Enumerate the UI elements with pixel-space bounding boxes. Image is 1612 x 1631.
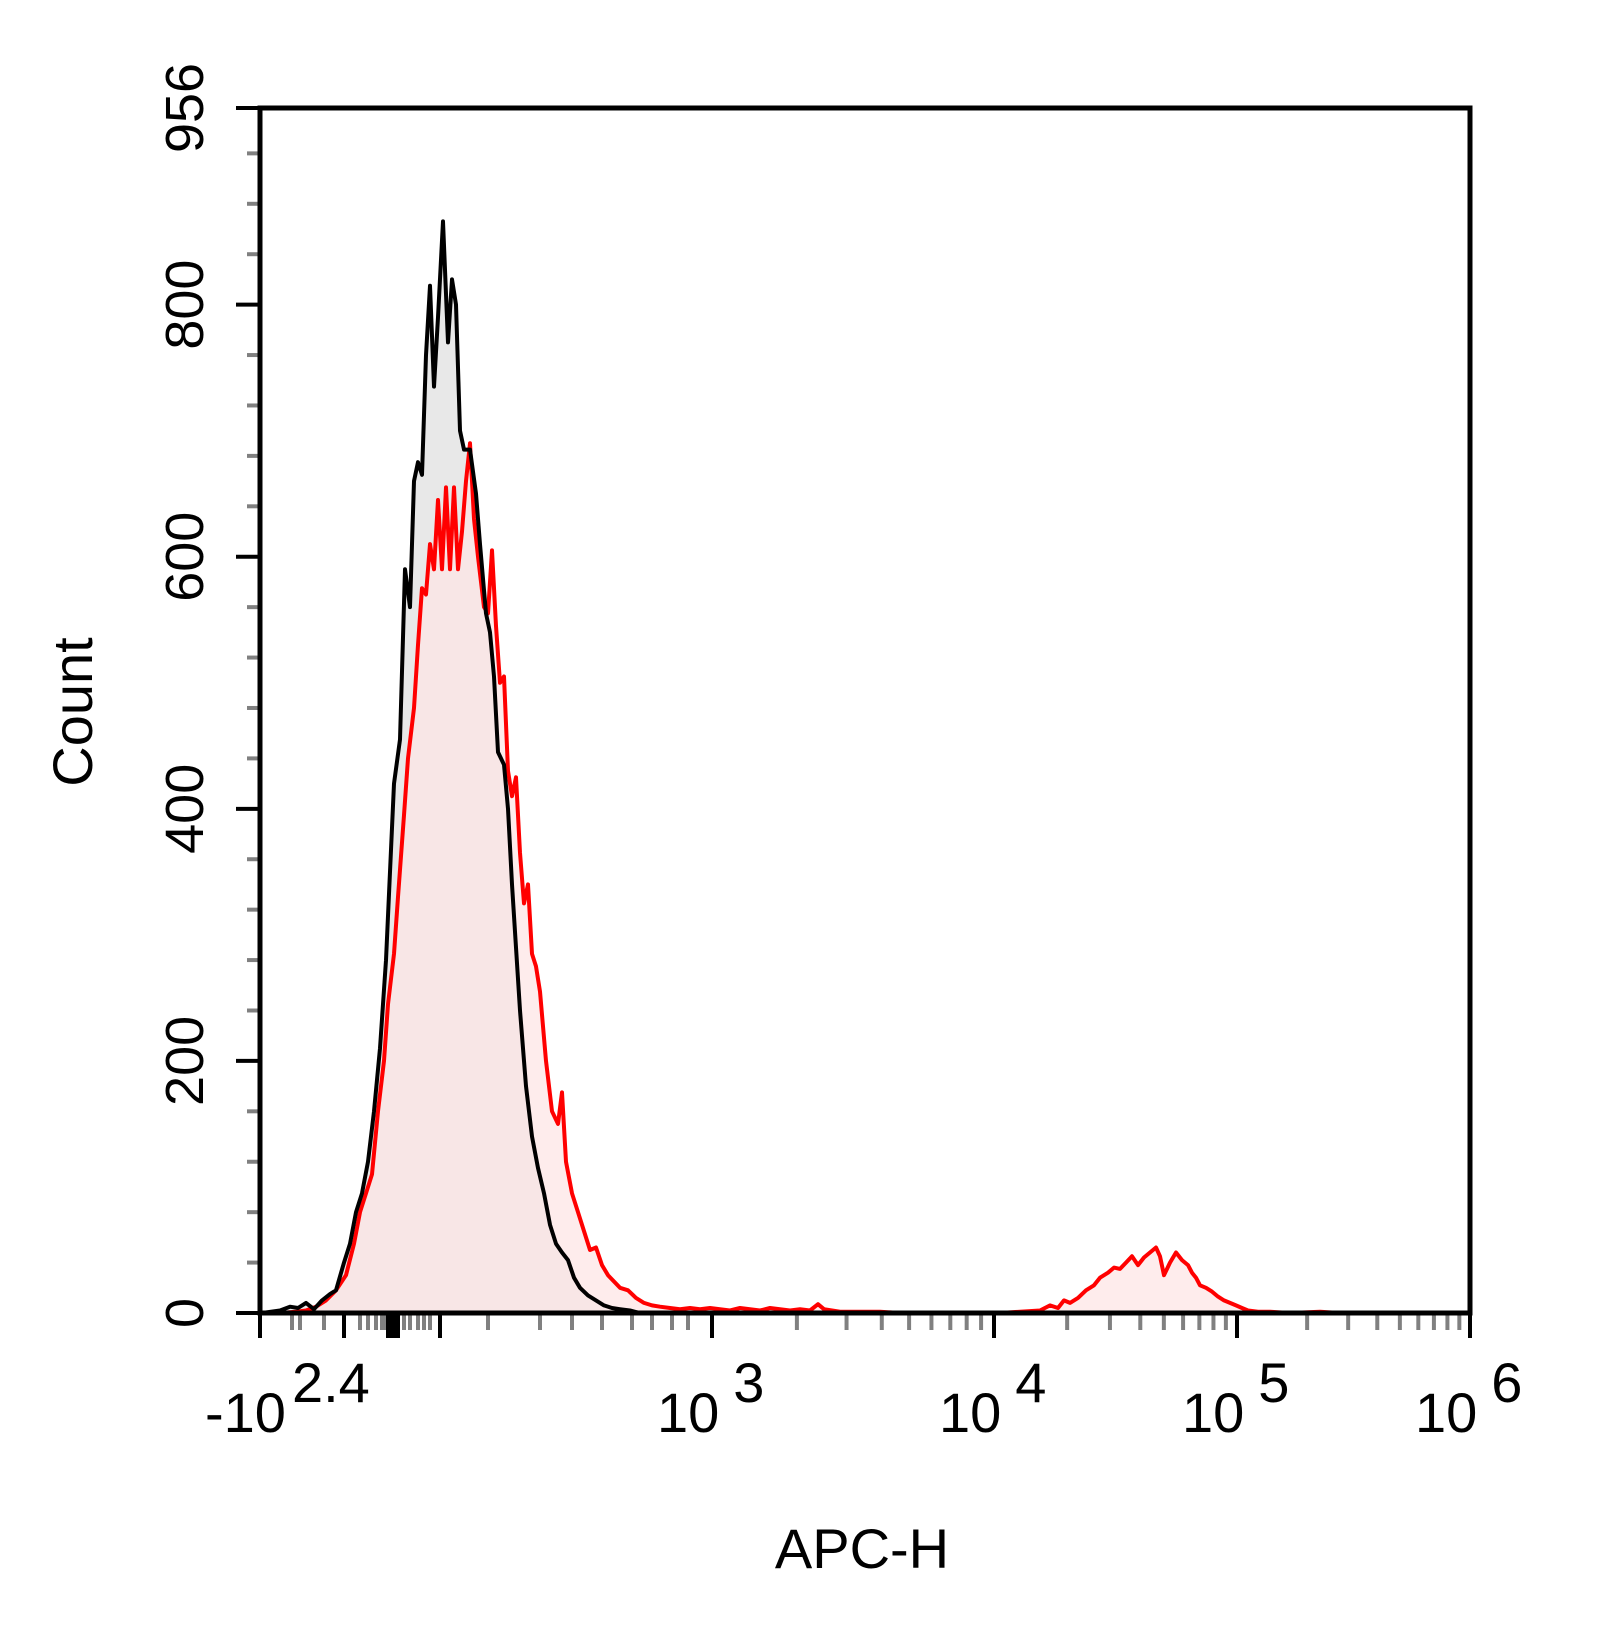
series-layer — [261, 219, 1470, 1315]
y-axis-label: Count — [41, 637, 104, 787]
x-tick-label: 10 6 — [1415, 1351, 1522, 1444]
series-line-1 — [262, 441, 1470, 1315]
x-tick-label: -10 2.4 — [205, 1351, 370, 1444]
y-tick-label: 800 — [155, 260, 215, 350]
y-tick-label: 956 — [155, 63, 215, 153]
x-axis-label: APC-H — [775, 1517, 949, 1580]
y-major-ticks — [236, 106, 262, 1315]
plot-frame — [257, 105, 1473, 1316]
x-tick-label: 10 4 — [939, 1351, 1046, 1444]
x-minor-ticks — [290, 1313, 1462, 1338]
y-tick-labels: 0 200 400 600 800 956 — [155, 63, 215, 1328]
y-tick-label: 400 — [155, 764, 215, 854]
x-major-ticks — [258, 1311, 1472, 1338]
x-tick-labels: -10 2.4 10 3 10 4 10 5 10 6 — [205, 1351, 1522, 1444]
series-fill-1 — [262, 443, 1470, 1313]
series-line-0 — [261, 219, 641, 1315]
y-tick-label: 600 — [155, 512, 215, 602]
x-tick-label: 10 5 — [1182, 1351, 1289, 1444]
y-minor-ticks — [247, 151, 258, 1265]
y-tick-label: 200 — [155, 1016, 215, 1106]
x-tick-label: 10 3 — [657, 1351, 764, 1444]
y-tick-label: 0 — [155, 1298, 215, 1328]
